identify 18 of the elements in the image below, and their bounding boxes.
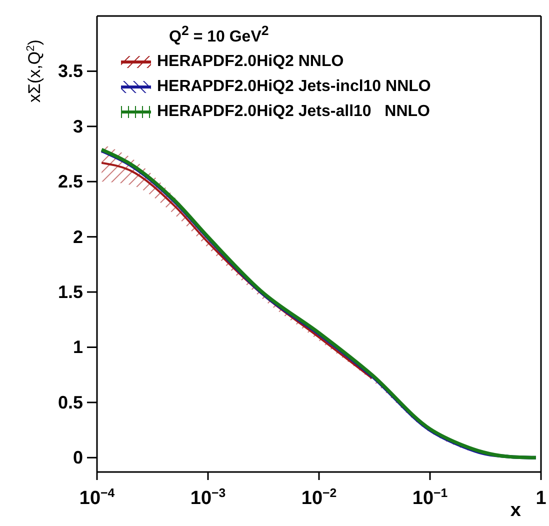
y-tick-label: 3 <box>72 116 83 136</box>
y-tick-label: 1 <box>72 337 83 358</box>
legend-label: HERAPDF2.0HiQ2 Jets-incl10 NNLO <box>157 77 431 98</box>
x-tick-label: 10$^{−1}$ <box>412 486 448 509</box>
x-tick-label: 10$^{−2}$ <box>301 486 337 509</box>
x-tick-label: 1 <box>536 488 547 509</box>
y-tick-label: 2 <box>72 226 83 247</box>
legend-title: Q$^{2}$ = 10 GeV$^{2}$ <box>168 22 270 48</box>
legend-label: HERAPDF2.0HiQ2 NNLO <box>157 52 344 72</box>
y-tick-label: 3.5 <box>58 61 83 82</box>
x-tick-label: 10$^{−4}$ <box>79 486 115 509</box>
legend-label: HERAPDF2.0HiQ2 Jets-all10 NNLO <box>157 102 430 122</box>
y-tick-label: 1.5 <box>58 282 83 302</box>
x-axis-title: x <box>510 500 522 521</box>
x-tick-label: 10$^{−3}$ <box>190 486 226 509</box>
y-tick-label: 2.5 <box>58 172 83 192</box>
y-tick-label: 0.5 <box>58 392 83 412</box>
y-tick-label: 0 <box>72 448 83 468</box>
